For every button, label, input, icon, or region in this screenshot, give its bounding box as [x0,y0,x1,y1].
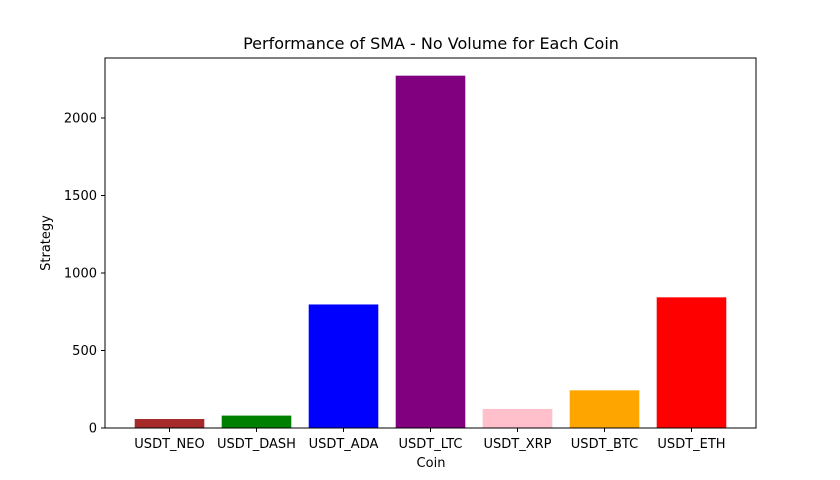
y-tick-label: 1000 [64,266,97,281]
bar-usdt-eth [656,297,727,428]
x-tick-label: USDT_ETH [657,437,725,452]
y-tick-label: 1500 [64,189,97,204]
x-tick-label: USDT_LTC [399,437,463,452]
x-axis-ticks: USDT_NEO USDT_DASH USDT_ADA USDT_LTC USDT_XR… [134,428,726,452]
y-tick-label: 0 [89,422,97,437]
x-tick-label: USDT_XRP [484,437,552,452]
y-tick-label: 2000 [64,111,97,126]
chart-title: Performance of SMA - No Volume for Each … [243,34,619,53]
x-tick-label: USDT_ADA [309,437,379,452]
x-tick-label: USDT_BTC [571,437,638,452]
bar-usdt-ltc [395,75,466,428]
y-tick-label: 500 [72,344,97,359]
bar-usdt-dash [221,415,292,428]
x-axis-label: Coin [417,456,446,471]
y-axis-label: Strategy [39,215,54,271]
bars-layer [134,75,727,428]
x-tick-label: USDT_NEO [134,437,204,452]
bar-usdt-neo [134,419,205,428]
x-tick-label: USDT_DASH [217,437,296,452]
bar-usdt-xrp [482,408,553,428]
plot-frame [104,57,757,429]
bar-usdt-btc [569,390,640,428]
bar-usdt-ada [308,304,379,428]
y-axis-ticks: 0 500 1000 1500 2000 [64,111,105,437]
